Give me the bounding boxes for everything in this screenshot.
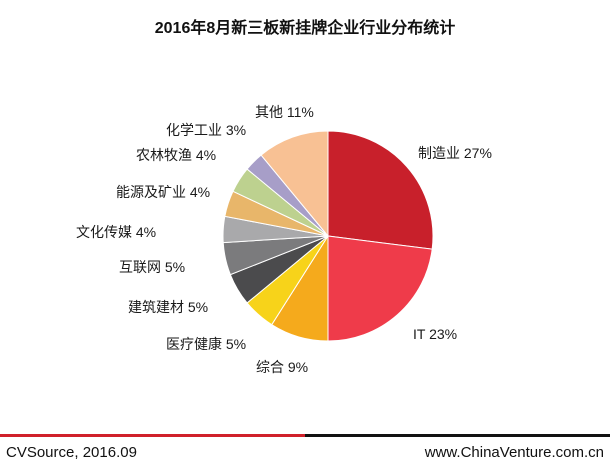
footer-rule-black [305, 434, 610, 437]
slice-label-能源及矿业: 能源及矿业 4% [116, 184, 210, 200]
chart-title: 2016年8月新三板新挂牌企业行业分布统计 [154, 20, 456, 37]
slice-label-互联网: 互联网 5% [119, 259, 185, 275]
footer-rule-red [0, 434, 305, 437]
pie-chart: 制造业 27% IT 23% 综合 9% 医疗健康 5% 建筑建材 5% 互联网… [76, 104, 492, 375]
slice-label-文化传媒: 文化传媒 4% [76, 224, 156, 240]
slice-label-化学工业: 化学工业 3% [166, 122, 246, 138]
pie-slice-2 [327, 235, 433, 342]
footer-rule [0, 434, 610, 437]
slice-label-it: IT 23% [413, 326, 457, 342]
pie-slice-1 [327, 130, 434, 250]
footer-site: www.ChinaVenture.com.cn [424, 444, 604, 461]
slice-label-综合: 综合 9% [256, 359, 308, 375]
slice-label-其他: 其他 11% [255, 104, 314, 120]
pie-slice-11 [260, 130, 329, 238]
slice-label-农林牧渔: 农林牧渔 4% [136, 147, 216, 163]
footer-source: CVSource, 2016.09 [6, 444, 137, 461]
slice-label-医疗健康: 医疗健康 5% [166, 336, 246, 352]
pie-labels: 制造业 27% IT 23% 综合 9% 医疗健康 5% 建筑建材 5% 互联网… [76, 104, 492, 375]
slice-label-建筑建材: 建筑建材 5% [128, 299, 208, 315]
pie-slices [222, 130, 434, 342]
slice-label-制造业: 制造业 27% [418, 145, 492, 161]
